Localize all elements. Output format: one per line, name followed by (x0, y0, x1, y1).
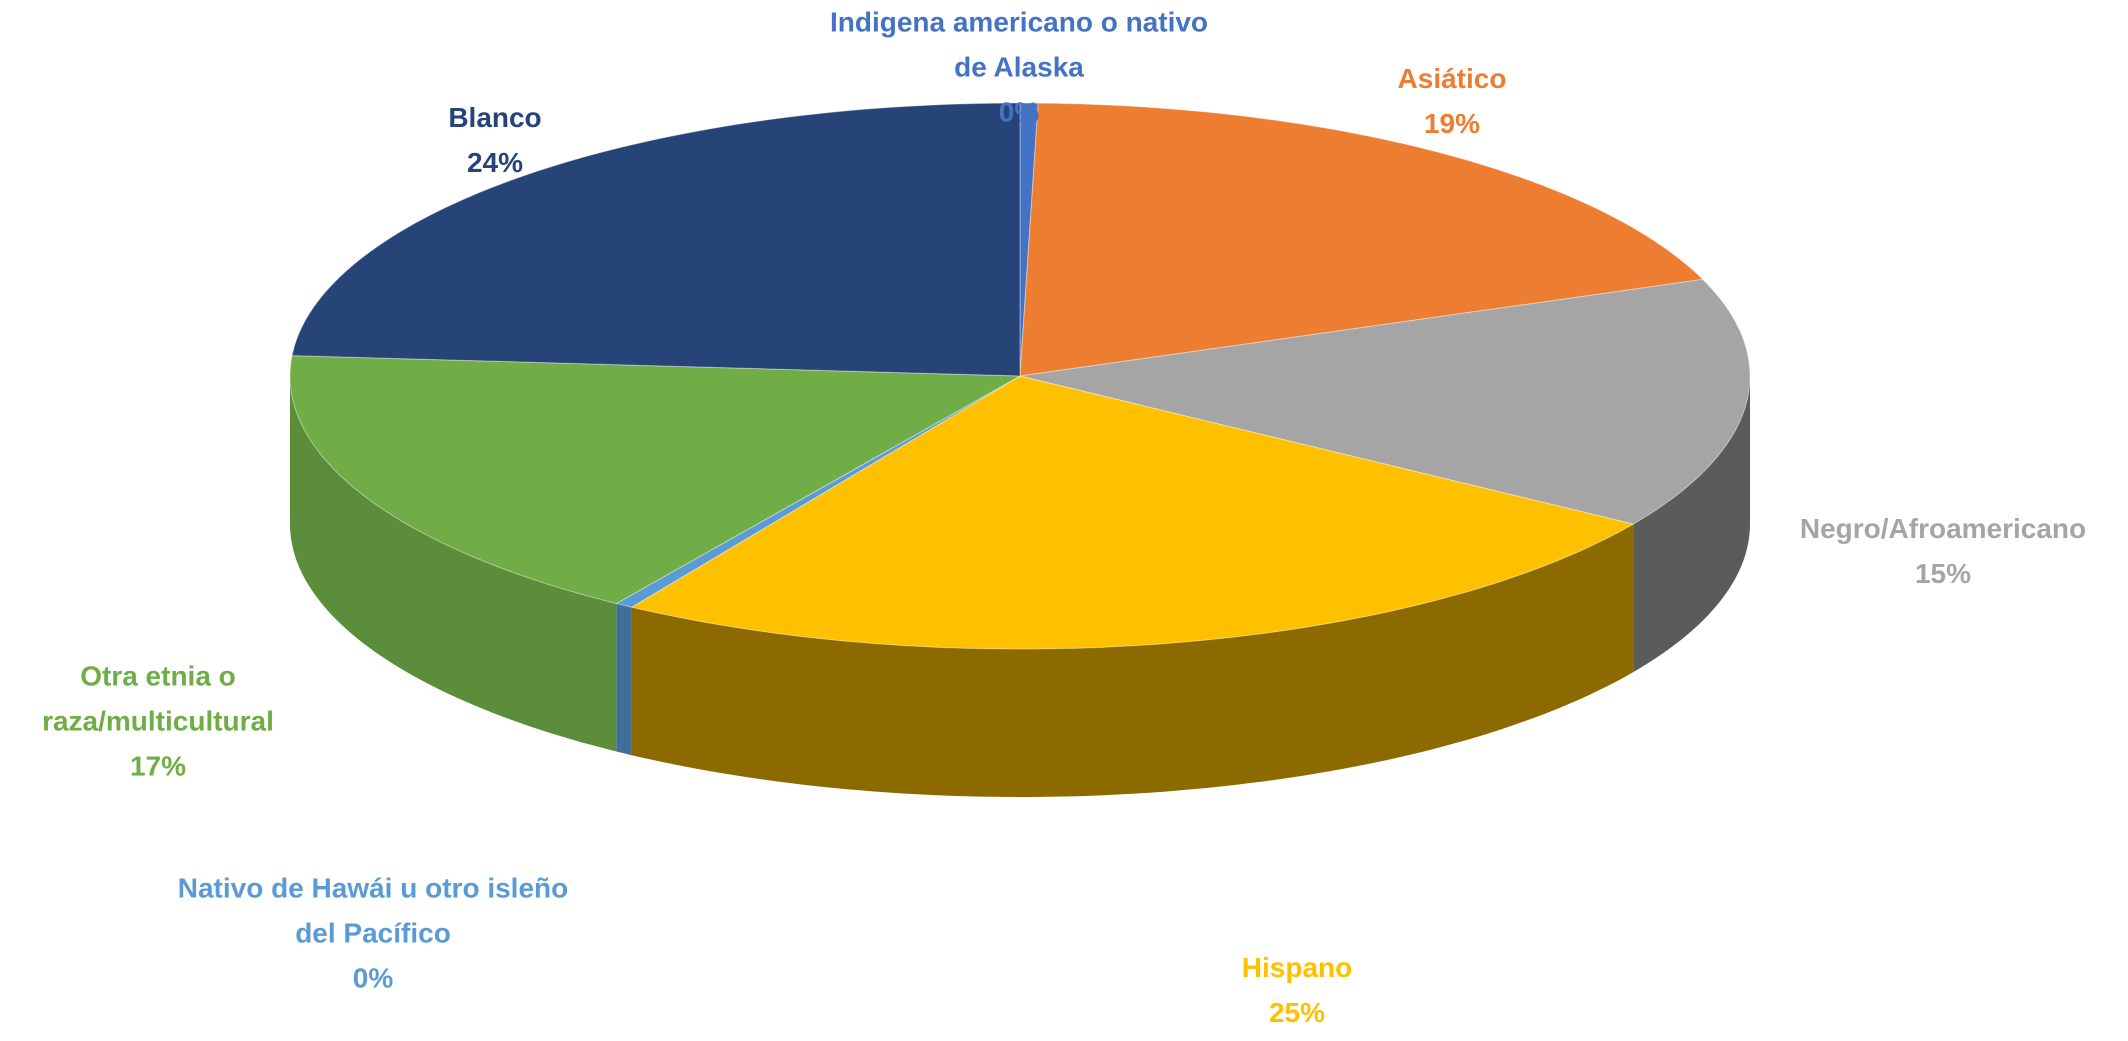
category-label: Blanco (448, 102, 542, 133)
pie-tops (289, 102, 1751, 650)
category-label: Asiático (1397, 63, 1507, 94)
data-label: Negro/Afroamericano 15% (1743, 506, 2128, 596)
value-label: 15% (1914, 558, 1972, 589)
data-label: Asiático 19% (1302, 56, 1602, 146)
value-label: 25% (1268, 997, 1326, 1028)
category-label: Hispano (1241, 952, 1353, 983)
pie-slice (289, 355, 1022, 605)
data-label: Nativo de Hawái u otro isleño del Pacífi… (173, 866, 573, 1001)
pie-sides (290, 376, 1750, 797)
data-label: Indigena americano o nativo de Alaska 0% (824, 0, 1214, 135)
data-label: Blanco 24% (345, 95, 645, 185)
pie-slice (614, 375, 1021, 608)
pie-slice-side (290, 376, 617, 752)
value-label: 19% (1423, 108, 1481, 139)
data-label: Hispano 25% (1147, 945, 1447, 1035)
category-label: Negro/Afroamericano (1799, 513, 2087, 544)
pie-slice (1019, 278, 1751, 525)
pie-slice-side (631, 524, 1634, 797)
category-label: Indigena americano o nativo de Alaska (829, 6, 1209, 83)
pie-slice-side (1633, 376, 1750, 673)
pie-slice (1019, 102, 1704, 377)
value-label: 0% (352, 962, 394, 994)
category-label: Nativo de Hawái u otro isleño del Pacífi… (177, 872, 569, 949)
category-label: Otra etnia o raza/multicultural (42, 660, 274, 737)
value-label: 0% (998, 96, 1040, 128)
pie-slice (630, 375, 1635, 650)
value-label: 24% (466, 147, 524, 178)
value-label: 17% (129, 750, 187, 782)
pie-slice-side (616, 603, 632, 756)
pie-slice (291, 102, 1021, 377)
data-label: Otra etnia o raza/multicultural 17% (8, 654, 308, 789)
